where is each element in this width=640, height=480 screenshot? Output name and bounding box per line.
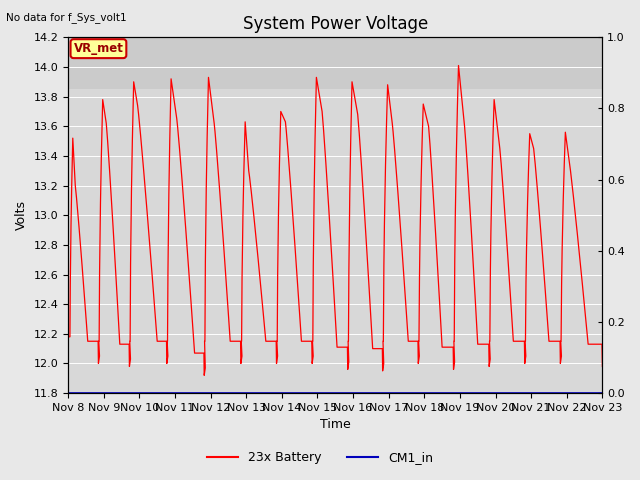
Y-axis label: Volts: Volts (15, 200, 28, 230)
X-axis label: Time: Time (320, 419, 351, 432)
Text: No data for f_Sys_volt1: No data for f_Sys_volt1 (6, 12, 127, 23)
Bar (68, 37, 602, 89)
Legend: 23x Battery, CM1_in: 23x Battery, CM1_in (202, 446, 438, 469)
Title: System Power Voltage: System Power Voltage (243, 15, 428, 33)
Text: VR_met: VR_met (74, 42, 124, 55)
